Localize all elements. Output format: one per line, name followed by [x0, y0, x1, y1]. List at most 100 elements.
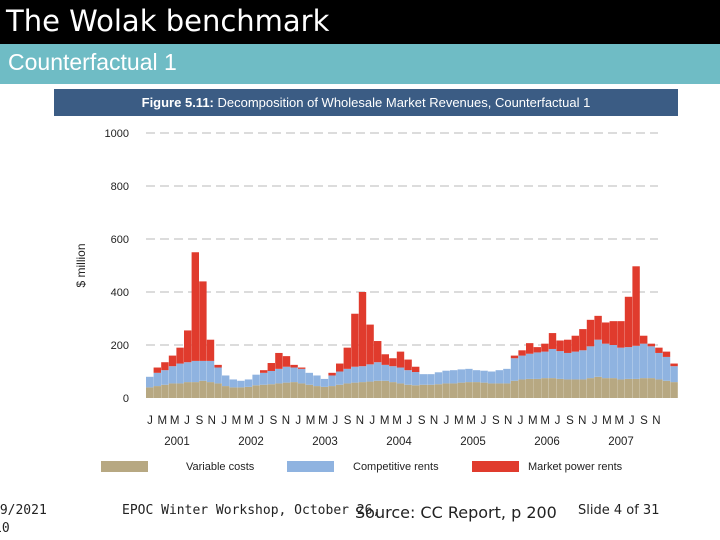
x-tick-label: M — [318, 415, 328, 427]
bar-segment — [541, 343, 549, 352]
bar-segment — [670, 363, 678, 367]
bar-segment — [260, 370, 268, 373]
x-tick-label: J — [258, 415, 264, 427]
bar-segment — [320, 378, 329, 387]
bar-segment — [571, 379, 579, 398]
bar-segment — [389, 382, 397, 398]
bar-segment — [632, 345, 640, 379]
bar-segment — [267, 384, 275, 398]
bar-segment — [670, 382, 678, 398]
bar-segment — [191, 360, 199, 383]
bar-segment — [153, 386, 161, 398]
year-label: 2006 — [534, 436, 560, 448]
bar-segment — [510, 355, 519, 359]
x-tick-label: N — [652, 415, 660, 427]
y-tick-label: 800 — [111, 181, 129, 193]
footer-date: 19/2021 — [0, 503, 47, 518]
bar-segment — [153, 372, 161, 387]
bar-segment — [609, 378, 617, 398]
bar-segment — [222, 375, 230, 387]
bar-segment — [533, 347, 541, 353]
year-label: 2003 — [312, 436, 338, 448]
bar-segment — [336, 384, 344, 398]
bar-segment — [176, 347, 184, 364]
bar-segment — [366, 381, 374, 398]
bar-segment — [351, 313, 359, 367]
bar-segment — [214, 367, 222, 384]
bar-segment — [647, 346, 655, 379]
x-tick-label: M — [392, 415, 402, 427]
bar-segment — [556, 378, 564, 398]
figure: Figure 5.11: Decomposition of Wholesale … — [54, 89, 678, 485]
bar-segment — [495, 370, 503, 384]
bar-segment — [472, 370, 481, 383]
bar-segment — [404, 384, 412, 398]
bar-segment — [434, 372, 443, 385]
bar-segment — [396, 383, 405, 398]
bar-segment — [153, 367, 161, 373]
bar-segment — [450, 370, 458, 384]
x-tick-label: M — [466, 415, 476, 427]
bar-segment — [168, 366, 177, 384]
bar-segment — [222, 386, 230, 398]
x-tick-label: J — [481, 415, 487, 427]
bar-segment — [298, 367, 306, 369]
bar-segment — [662, 380, 671, 398]
x-tick-label: J — [295, 415, 301, 427]
y-tick-label: 1000 — [105, 128, 129, 140]
bar-segment — [533, 378, 541, 398]
x-tick-label: J — [184, 415, 190, 427]
bar-segment — [358, 382, 367, 398]
legend-swatch — [287, 461, 334, 472]
x-tick-label: J — [221, 415, 227, 427]
legend-label: Competitive rents — [353, 461, 439, 473]
bar-segment — [168, 383, 177, 398]
x-tick-label: M — [232, 415, 242, 427]
bar-segment — [609, 345, 617, 379]
bar-segment — [199, 380, 207, 398]
bar-segment — [206, 382, 215, 398]
bar-segment — [298, 383, 306, 398]
bar-segment — [617, 379, 625, 398]
bar-segment — [556, 340, 564, 352]
bar-segment — [480, 370, 488, 383]
bar-segment — [282, 366, 291, 383]
bar-segment — [564, 352, 572, 380]
bar-segment — [244, 386, 253, 398]
bar-segment — [313, 375, 321, 387]
bar-segment — [358, 292, 367, 367]
bar-segment — [442, 370, 450, 384]
y-tick-label: 0 — [123, 393, 129, 405]
bar-segment — [419, 384, 427, 398]
bar-segment — [503, 368, 511, 384]
bar-segment — [298, 368, 306, 384]
bar-segment — [404, 359, 412, 371]
bar-segment — [275, 368, 283, 384]
x-tick-label: S — [566, 415, 574, 427]
year-label: 2007 — [608, 436, 634, 448]
legend-label: Market power rents — [528, 461, 623, 473]
subtitle-bar: Counterfactual 1 — [0, 44, 720, 84]
bar-segment — [412, 385, 420, 398]
bar-segment — [374, 341, 382, 363]
bar-segment — [624, 378, 633, 398]
bar-segment — [199, 360, 207, 381]
x-tick-label: S — [418, 415, 426, 427]
x-tick-label: N — [282, 415, 290, 427]
bar-segment — [389, 366, 397, 383]
y-axis-label: $ million — [74, 243, 88, 287]
legend-swatch — [101, 461, 148, 472]
bar-segment — [343, 347, 351, 369]
figure-header: Figure 5.11: Decomposition of Wholesale … — [54, 89, 678, 116]
bar-segment — [480, 382, 488, 398]
x-tick-label: M — [540, 415, 550, 427]
bar-segment — [214, 364, 222, 368]
x-tick-label: S — [344, 415, 352, 427]
x-tick-label: J — [629, 415, 635, 427]
bar-segment — [503, 383, 511, 398]
bar-segment — [510, 358, 519, 381]
bar-segment — [518, 379, 526, 398]
bar-segment — [260, 372, 268, 385]
bar-segment — [609, 321, 617, 345]
bar-segment — [161, 362, 169, 371]
